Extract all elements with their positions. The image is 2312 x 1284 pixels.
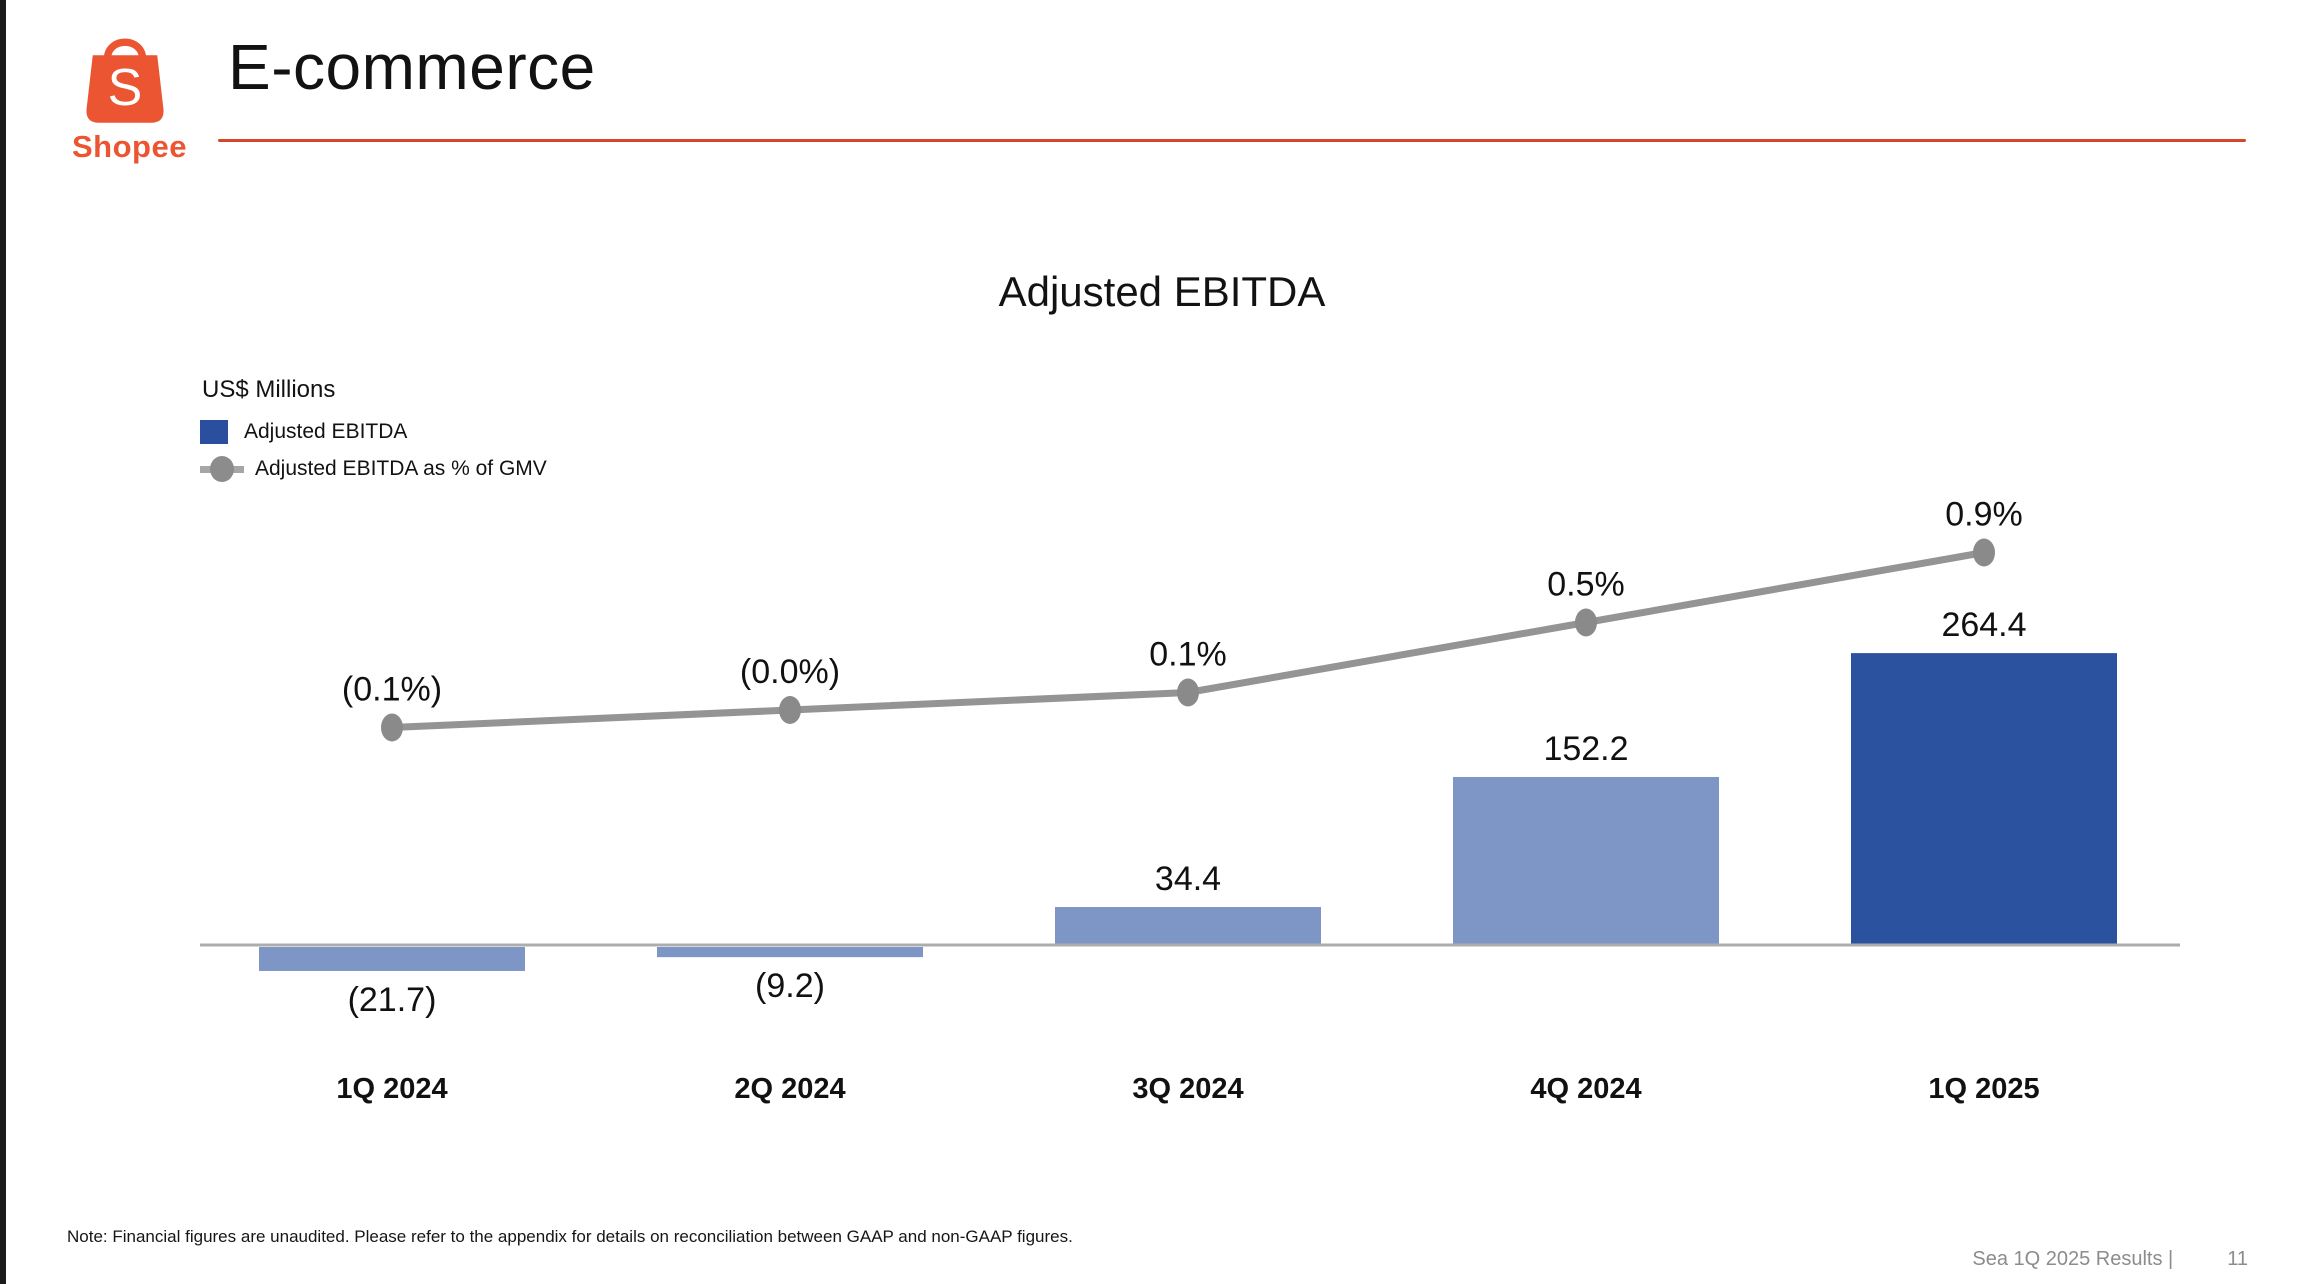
legend-bar-label: Adjusted EBITDA	[244, 420, 408, 443]
chart-title: Adjusted EBITDA	[998, 268, 1326, 315]
footer-results-label: Sea 1Q 2025 Results |	[1972, 1248, 2174, 1270]
bag-handle	[103, 38, 147, 60]
pct-value-label: 0.1%	[1149, 636, 1227, 674]
bar-3q-2024	[1055, 907, 1321, 945]
pct-dot-1q-2025	[1973, 538, 1995, 567]
shopee-bag-icon: S	[86, 38, 164, 123]
x-axis-label: 1Q 2024	[336, 1073, 447, 1105]
window-left-border	[0, 0, 6, 1284]
pct-dot-3q-2024	[1177, 678, 1199, 707]
page-title: E-commerce	[228, 31, 596, 103]
x-axis-label: 1Q 2025	[1928, 1073, 2039, 1105]
header-divider	[218, 139, 2246, 142]
bag-initial: S	[108, 59, 143, 117]
pct-value-label: 0.9%	[1945, 496, 2023, 534]
bar-4q-2024	[1453, 776, 1719, 945]
legend-item-bar: Adjusted EBITDA	[200, 418, 547, 446]
legend-line-label: Adjusted EBITDA as % of GMV	[255, 457, 547, 480]
legend-line-dot	[210, 456, 234, 482]
pct-value-label: (0.1%)	[342, 671, 442, 709]
bar-value-label: 152.2	[1543, 730, 1628, 768]
x-axis-label: 3Q 2024	[1132, 1073, 1243, 1105]
bar-1q-2024	[259, 947, 525, 971]
chart-legend: Adjusted EBITDA Adjusted EBITDA as % of …	[200, 418, 547, 492]
bar-1q-2025	[1851, 653, 2117, 945]
bar-2q-2024	[657, 947, 923, 958]
bar-value-label: (21.7)	[348, 981, 437, 1019]
pct-dot-1q-2024	[381, 713, 403, 742]
pct-value-label: 0.5%	[1547, 566, 1625, 604]
x-axis-label: 4Q 2024	[1530, 1073, 1641, 1105]
pct-value-label: (0.0%)	[740, 653, 840, 691]
shopee-wordmark: Shopee	[72, 129, 187, 164]
footer-pageinfo: Sea 1Q 2025 Results | 11	[1972, 1248, 2248, 1271]
pct-dot-2q-2024	[779, 696, 801, 724]
x-axis-label: 2Q 2024	[734, 1073, 845, 1105]
bar-value-label: 34.4	[1155, 860, 1221, 898]
footnote: Note: Financial figures are unaudited. P…	[67, 1227, 1073, 1246]
bar-value-label: 264.4	[1941, 606, 2026, 644]
footer-page-number: 11	[2227, 1248, 2248, 1270]
bar-value-label: (9.2)	[755, 967, 825, 1005]
shopee-logo: S Shopee	[72, 26, 187, 165]
legend-line-marker-icon	[200, 455, 244, 483]
legend-item-line: Adjusted EBITDA as % of GMV	[200, 455, 547, 483]
pct-dot-4q-2024	[1575, 608, 1597, 637]
legend-bar-swatch-icon	[200, 420, 228, 444]
axis-unit-label: US$ Millions	[202, 376, 336, 403]
bag-body	[86, 55, 164, 123]
